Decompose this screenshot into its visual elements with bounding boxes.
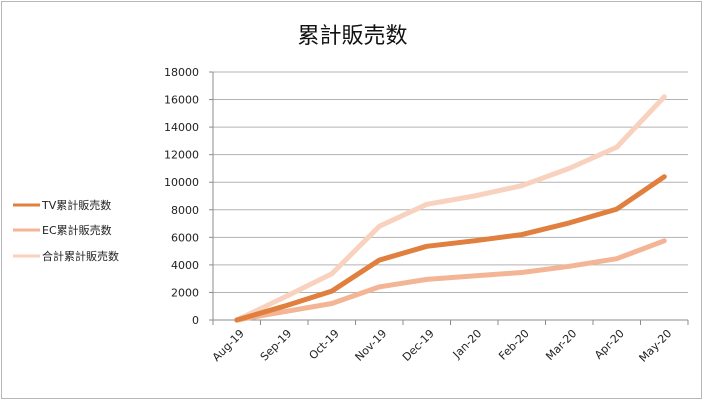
y-tick-label: 12000 (164, 149, 199, 162)
x-tick-label: Jan-20 (450, 327, 485, 362)
y-axis-tick-labels: 0 2000 4000 6000 8000 10000 12000 14000 16000 180… (164, 66, 199, 327)
y-tick-label: 14000 (164, 121, 199, 134)
chart-title: 累計販売数 (297, 24, 408, 49)
series-line (234, 174, 667, 323)
legend-label: EC累計販売数 (42, 223, 112, 237)
x-tick-label: May-20 (637, 327, 675, 365)
series-lines (234, 94, 667, 323)
y-tick-label: 2000 (171, 286, 199, 299)
x-axis-tick-labels: Aug-19 Sep-19 Oct-19 Nov-19 Dec-19 Jan-20 Feb-… (210, 327, 675, 365)
y-tick-label: 6000 (171, 231, 199, 244)
y-tick-label: 16000 (164, 94, 199, 107)
x-tick-label: Oct-19 (307, 327, 342, 362)
x-tick-label: Apr-20 (592, 327, 627, 362)
series-line (234, 94, 667, 323)
x-tick-label: Aug-19 (210, 327, 247, 364)
y-tick-label: 10000 (164, 176, 199, 189)
legend-label: TV累計販売数 (41, 198, 111, 212)
y-tick-label: 18000 (164, 66, 199, 79)
x-tick-label: Sep-19 (258, 327, 295, 364)
y-tick-label: 4000 (171, 259, 199, 272)
x-tick-label: Mar-20 (543, 327, 579, 363)
legend-label: 合計累計販売数 (42, 249, 119, 263)
x-tick-label: Nov-19 (353, 327, 390, 364)
y-tick-label: 0 (192, 314, 199, 327)
y-tick-label: 8000 (171, 204, 199, 217)
series-line (234, 238, 667, 323)
x-tick-label: Feb-20 (496, 327, 532, 363)
axes (212, 72, 689, 325)
grid-lines (209, 71, 688, 321)
x-tick-label: Dec-19 (400, 327, 437, 364)
